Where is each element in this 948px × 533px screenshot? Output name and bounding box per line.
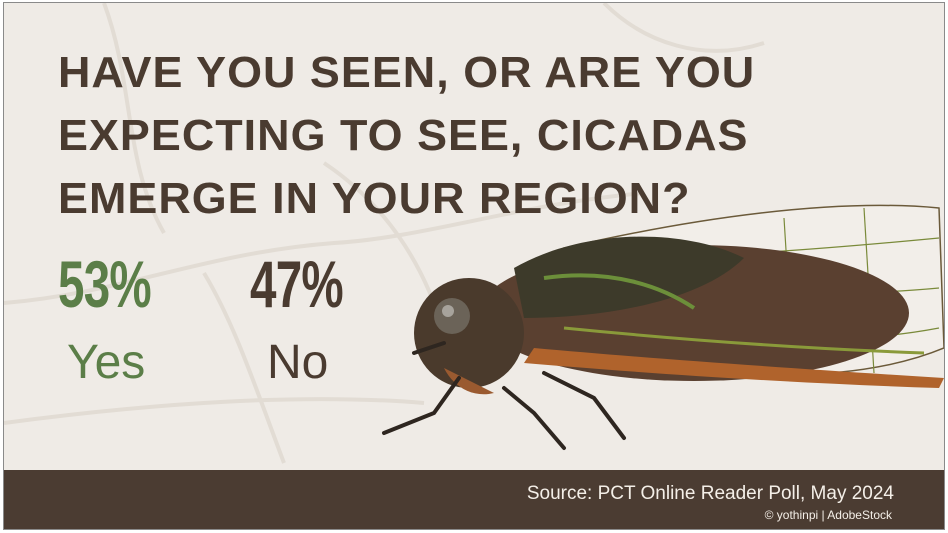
source-text: Source: PCT Online Reader Poll, May 2024 <box>526 483 894 504</box>
no-label: No <box>267 336 329 389</box>
infographic: HAVE YOU SEEN, OR ARE YOU EXPECTING TO S… <box>3 2 945 530</box>
poll-question-line: HAVE YOU SEEN, OR ARE YOU <box>58 48 756 97</box>
footer-bar: Source: PCT Online Reader Poll, May 2024… <box>4 470 944 529</box>
wing-vein-background <box>4 3 765 464</box>
cicada-image <box>382 204 944 450</box>
photo-credit: © yothinpi | AdobeStock <box>764 508 892 522</box>
yes-percent: 53% <box>58 247 152 321</box>
poll-question: HAVE YOU SEEN, OR ARE YOU EXPECTING TO S… <box>58 41 755 230</box>
poll-question-line: EXPECTING TO SEE, CICADAS <box>58 111 749 160</box>
yes-label: Yes <box>67 336 146 389</box>
no-percent: 47% <box>250 247 344 321</box>
poll-question-line: EMERGE IN YOUR REGION? <box>58 174 691 223</box>
